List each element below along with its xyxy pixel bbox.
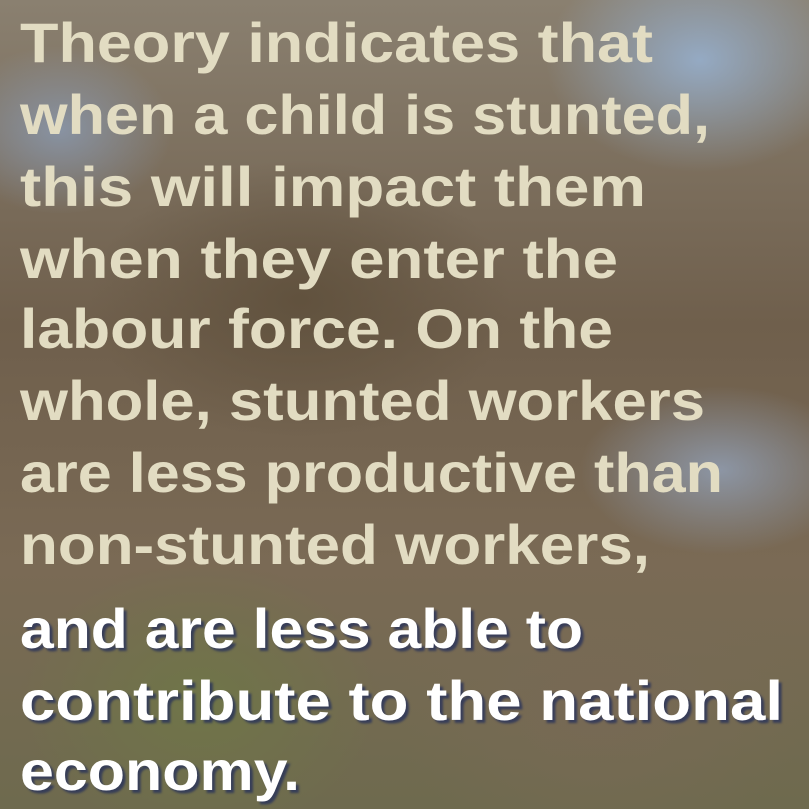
caption-line: are less productive than bbox=[20, 441, 723, 504]
caption-line: Theory indicates that bbox=[20, 11, 653, 74]
caption-line: non-stunted workers, bbox=[20, 513, 650, 576]
caption-line: whole, stunted workers bbox=[19, 369, 705, 432]
caption-line: when a child is stunted, bbox=[19, 83, 710, 146]
caption-line: and are less able to bbox=[20, 597, 583, 660]
caption-line: labour force. On the bbox=[20, 297, 613, 360]
caption-line: this will impact them bbox=[20, 155, 646, 218]
caption-line: economy. bbox=[20, 739, 300, 802]
caption-line: when they enter the bbox=[19, 227, 618, 290]
caption-line: contribute to the national bbox=[20, 669, 783, 732]
